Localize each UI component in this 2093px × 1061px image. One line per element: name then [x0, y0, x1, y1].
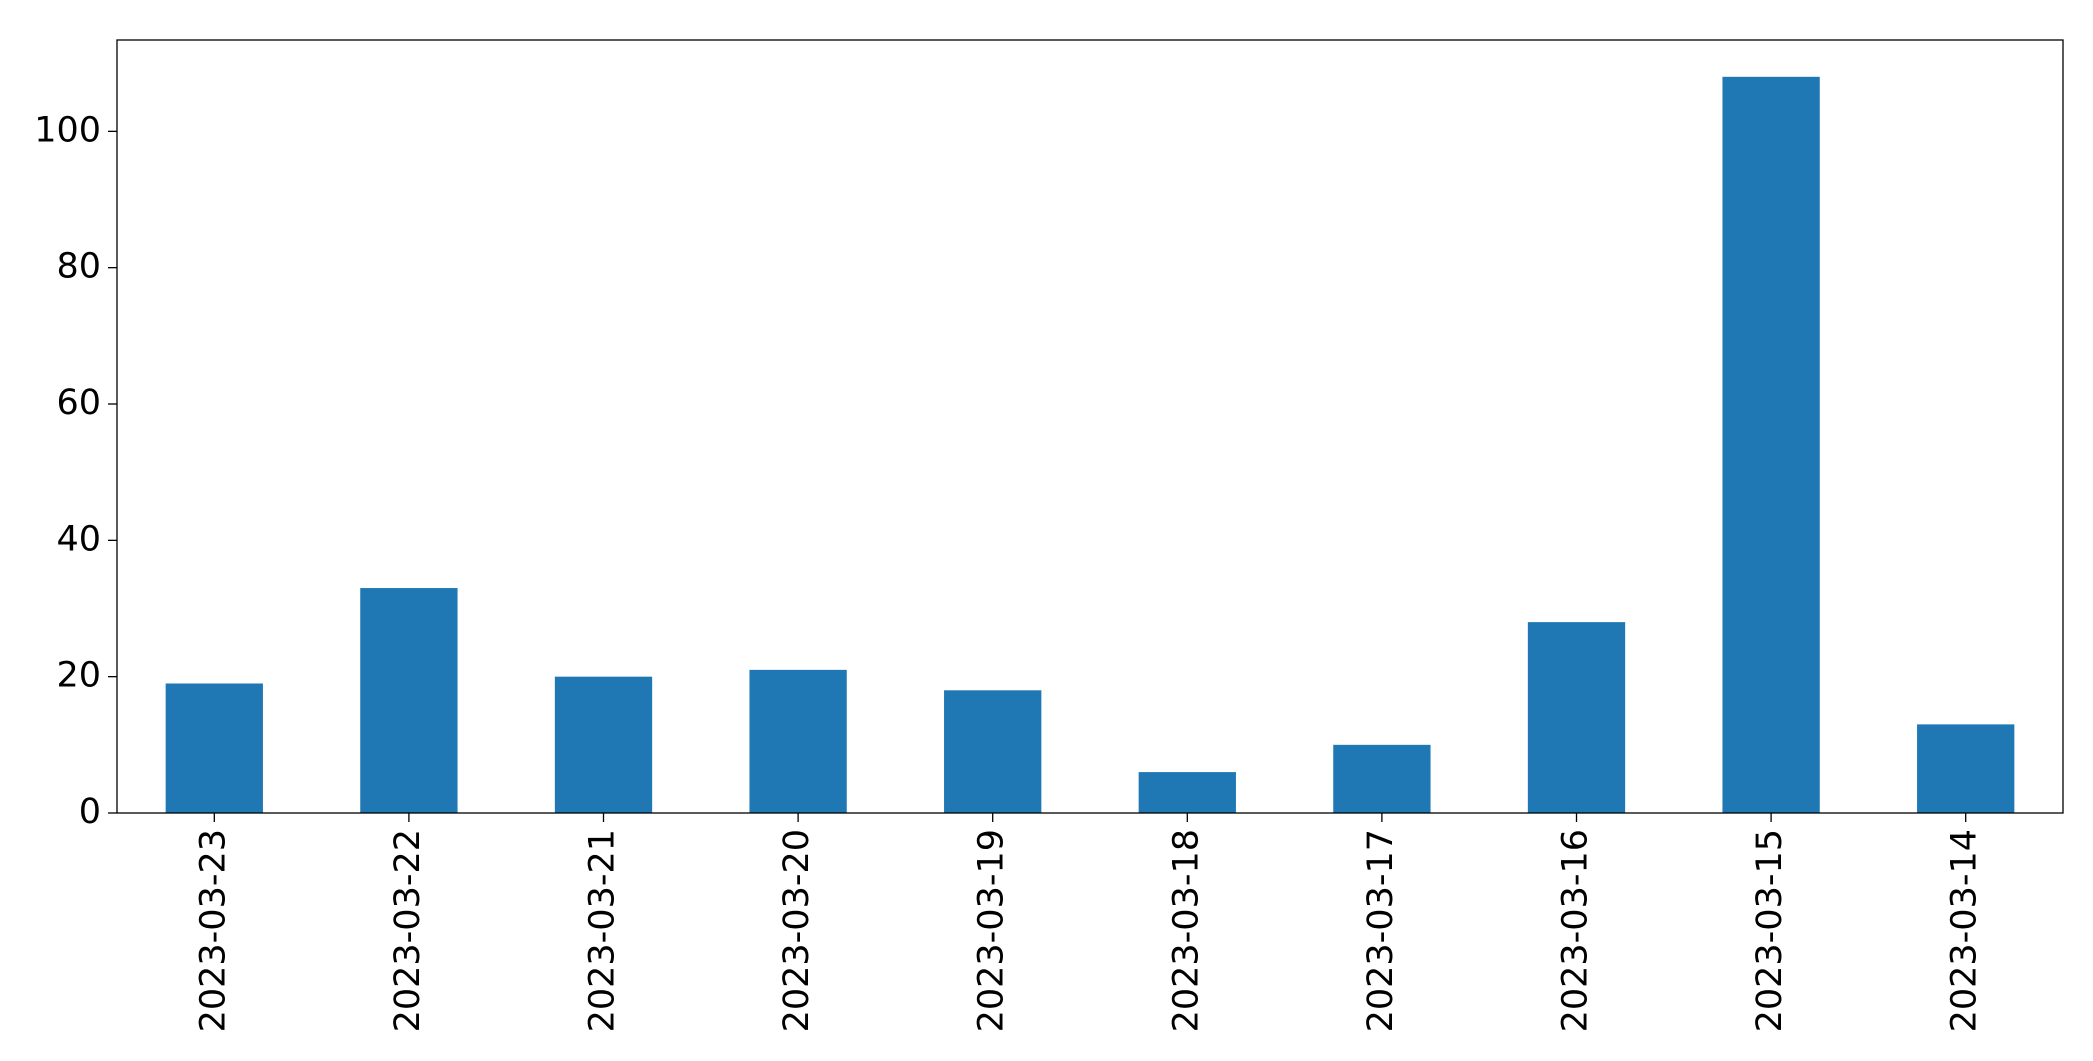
bar [1138, 772, 1236, 813]
x-tick-label: 2023-03-23 [193, 829, 233, 1032]
x-tick-label: 2023-03-19 [972, 829, 1012, 1032]
x-tick-label: 2023-03-17 [1361, 829, 1401, 1032]
x-tick-label: 2023-03-21 [583, 829, 623, 1032]
y-tick-label: 100 [34, 110, 101, 150]
plot-frame [116, 39, 2064, 814]
bar [749, 669, 847, 813]
bar [1333, 744, 1431, 813]
bar [360, 588, 458, 813]
x-tick-label: 2023-03-15 [1750, 829, 1790, 1032]
bar [944, 690, 1042, 813]
x-tick-label: 2023-03-18 [1166, 829, 1206, 1032]
y-tick-label: 80 [56, 247, 101, 287]
y-tick-label: 20 [56, 656, 101, 696]
y-tick-label: 40 [56, 519, 101, 559]
x-tick-label: 2023-03-20 [777, 829, 817, 1032]
x-tick-label: 2023-03-16 [1556, 829, 1596, 1032]
x-tick-label: 2023-03-14 [1945, 829, 1985, 1032]
bar [1527, 622, 1626, 813]
bar [554, 676, 653, 813]
bar [1917, 724, 2015, 813]
bar [1722, 76, 1820, 814]
y-tick-label: 0 [79, 792, 101, 832]
y-tick-label: 60 [56, 383, 101, 423]
x-tick-label: 2023-03-22 [388, 829, 428, 1032]
bar [165, 683, 263, 813]
